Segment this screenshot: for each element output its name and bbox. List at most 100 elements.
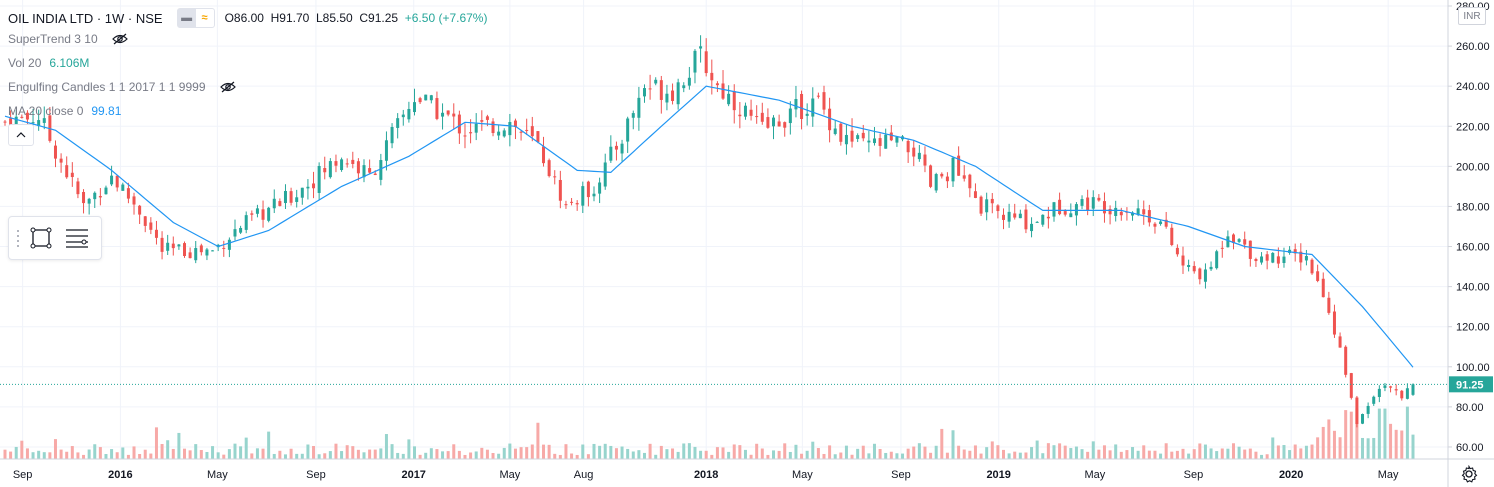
candle-body: [513, 120, 517, 128]
indicator-engulfing[interactable]: Engulfing Candles 1 1 2017 1 1 9999: [8, 80, 236, 94]
volume-bar: [177, 432, 181, 459]
eye-off-icon[interactable]: [219, 81, 236, 93]
volume-bar: [1192, 449, 1196, 459]
candle-body: [222, 247, 226, 249]
drag-handle[interactable]: [13, 223, 23, 253]
candle-body: [379, 160, 383, 180]
chart-settings-button[interactable]: [1458, 463, 1480, 485]
volume-bar: [1097, 449, 1101, 459]
volume-bar: [1063, 445, 1067, 459]
candle-body: [317, 166, 321, 193]
candle-body: [833, 128, 837, 134]
volume-bar: [508, 443, 512, 459]
open-value: O86.00: [224, 11, 264, 25]
indicator-ma[interactable]: MA 20 close 0 99.81: [8, 104, 121, 118]
candle-body: [1153, 223, 1157, 227]
volume-bar: [542, 444, 546, 459]
volume-bar: [1265, 454, 1269, 459]
candle-body: [867, 140, 871, 143]
candle-body: [20, 116, 24, 118]
volume-bar: [1153, 450, 1157, 459]
price-tick-label: 60.00: [1456, 442, 1484, 454]
volume-bar: [822, 453, 826, 459]
volume-bar: [362, 452, 366, 459]
candle-body: [334, 161, 338, 166]
rectangle-tool-button[interactable]: [23, 220, 59, 256]
candle-body: [289, 191, 293, 203]
volume-bar: [699, 450, 703, 459]
volume-bar: [800, 453, 804, 459]
time-tick-label: Sep: [891, 469, 911, 481]
lines-tool-button[interactable]: [59, 220, 95, 256]
collapse-legend-button[interactable]: [8, 124, 34, 146]
chart-mode-toggle[interactable]: ▬ ≈: [176, 8, 215, 28]
wave-icon[interactable]: ≈: [201, 12, 208, 24]
price-tick-label: 180.00: [1456, 201, 1490, 213]
price-tick-label: 240.00: [1456, 81, 1490, 93]
volume-bar: [1293, 444, 1297, 459]
candle-body: [1338, 336, 1342, 348]
indicator-supertrend[interactable]: SuperTrend 3 10: [8, 32, 128, 46]
candle-body: [1058, 199, 1062, 215]
volume-bar: [1108, 450, 1112, 459]
volume-bar: [1007, 453, 1011, 459]
candle-body: [1198, 268, 1202, 280]
candle-body: [1035, 221, 1039, 223]
volume-bar: [777, 450, 781, 459]
time-tick-label: Aug: [574, 469, 594, 481]
candles: [3, 35, 1415, 428]
candle-body: [154, 229, 158, 238]
volume-bar: [1361, 437, 1365, 459]
candle-body: [721, 83, 725, 99]
eye-off-icon[interactable]: [111, 33, 128, 45]
volume-bar: [143, 449, 147, 459]
volume-bar: [990, 441, 994, 459]
volume-bar: [183, 448, 187, 459]
candle-body: [805, 113, 809, 116]
volume-bar: [502, 447, 506, 459]
candle-body: [637, 97, 641, 118]
volume-bar: [1321, 426, 1325, 459]
volume-bar: [985, 447, 989, 459]
volume-bar: [704, 450, 708, 459]
volume-bar: [317, 454, 321, 459]
candle-body: [31, 122, 35, 124]
volume-bar: [1002, 449, 1006, 459]
moving-average-line: [4, 85, 1414, 368]
candle-body: [811, 98, 815, 117]
candle-body: [598, 182, 602, 194]
price-tick-label: 80.00: [1456, 402, 1484, 414]
candle-body: [1052, 202, 1056, 217]
candle-body: [558, 179, 562, 201]
volume-bars: [3, 406, 1415, 459]
volume-bar: [575, 454, 579, 459]
volume-bar: [1254, 451, 1258, 459]
time-tick-label: May: [1084, 469, 1105, 481]
currency-label[interactable]: INR: [1458, 7, 1486, 25]
low-value: L85.50: [316, 11, 353, 25]
indicator-volume[interactable]: Vol 20 6.106M: [8, 56, 89, 70]
candle-body: [87, 198, 91, 204]
candle-body: [1013, 213, 1017, 218]
time-tick-label: May: [499, 469, 520, 481]
candle-body: [104, 187, 108, 195]
candle-body: [1282, 256, 1286, 263]
candle-body: [351, 159, 355, 165]
volume-bar: [323, 453, 327, 459]
candle-body: [424, 94, 428, 101]
volume-bar: [1400, 430, 1404, 459]
candle-body: [1248, 240, 1252, 259]
candle-body: [1361, 414, 1365, 424]
volume-bar: [872, 443, 876, 459]
candle-body: [93, 192, 97, 200]
candle-body: [1030, 223, 1034, 232]
volume-bar: [412, 446, 416, 459]
minus-icon[interactable]: ▬: [177, 9, 196, 27]
ohlc-values: O86.00 H91.70 L85.50 C91.25 +6.50 (+7.67…: [225, 11, 488, 25]
volume-bar: [272, 453, 276, 459]
candle-body: [42, 118, 46, 123]
indicator-label: Engulfing Candles 1 1 2017 1 1 9999: [8, 80, 206, 94]
symbol-title[interactable]: OIL INDIA LTD · 1W · NSE: [8, 10, 163, 26]
volume-bar: [474, 451, 478, 459]
